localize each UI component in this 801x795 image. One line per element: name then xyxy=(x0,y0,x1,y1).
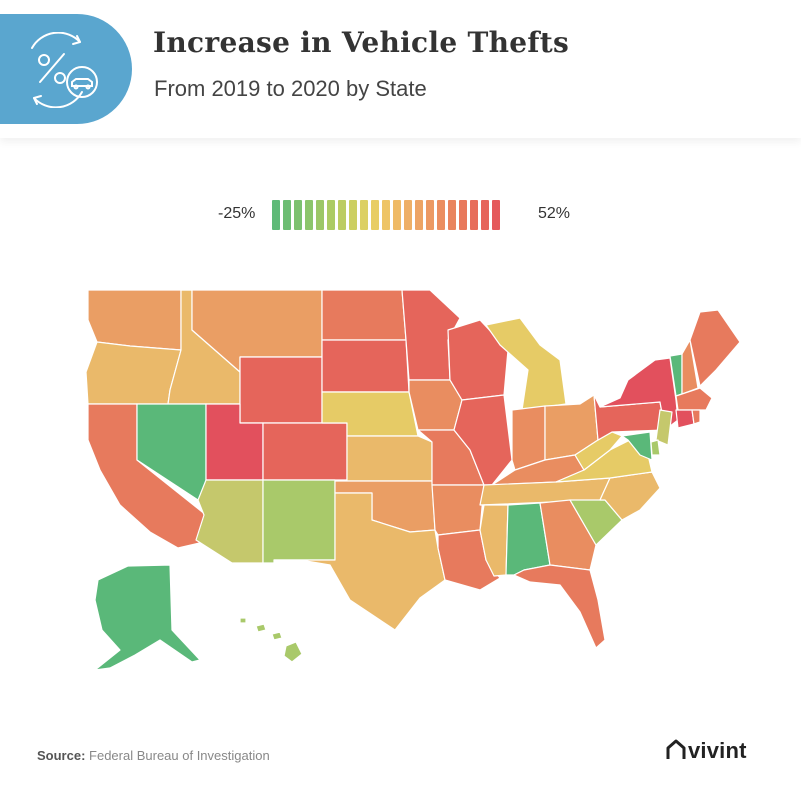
chart-subtitle: From 2019 to 2020 by State xyxy=(154,76,427,101)
header-bar: Increase in Vehicle Thefts From 2019 to … xyxy=(0,0,801,138)
legend-swatch xyxy=(393,200,401,230)
state-south-dakota xyxy=(321,339,410,393)
brand-name: vivint xyxy=(688,738,747,763)
source-label: Source: xyxy=(37,748,86,763)
legend-min-label: -25% xyxy=(218,205,256,222)
state-alaska xyxy=(94,564,201,671)
legend-max-label: 52% xyxy=(538,205,571,222)
legend-swatch xyxy=(415,200,423,230)
source-text: Federal Bureau of Investigation xyxy=(85,748,270,763)
legend-swatch xyxy=(338,200,346,230)
legend-swatch xyxy=(360,200,368,230)
state-hawaii xyxy=(239,617,247,624)
legend-swatch xyxy=(305,200,313,230)
state-delaware xyxy=(650,439,661,456)
legend-swatch xyxy=(371,200,379,230)
state-arizona xyxy=(195,479,264,564)
legend-swatch xyxy=(448,200,456,230)
state-rhode-island xyxy=(691,409,701,425)
state-new-hampshire xyxy=(681,339,699,395)
legend-swatch xyxy=(470,200,478,230)
percent-car-cycle-icon xyxy=(31,32,98,108)
legend-swatch xyxy=(327,200,335,230)
legend-swatch xyxy=(349,200,357,230)
state-colorado xyxy=(262,422,348,481)
source-note: Source: Federal Bureau of Investigation xyxy=(37,748,270,763)
state-texas xyxy=(273,492,446,631)
state-washington xyxy=(87,289,182,351)
state-florida xyxy=(513,564,606,649)
state-indiana xyxy=(511,405,546,471)
state-maryland xyxy=(621,431,653,461)
legend-color-scale xyxy=(272,200,500,230)
header-badge xyxy=(0,14,132,124)
state-hawaii-island-3 xyxy=(271,631,283,641)
state-hawaii-island-4 xyxy=(283,641,303,663)
state-new-mexico xyxy=(262,479,336,564)
state-massachusetts xyxy=(675,387,713,411)
state-arkansas xyxy=(431,484,485,536)
state-georgia xyxy=(539,499,597,571)
state-oregon xyxy=(85,341,182,405)
state-hawaii-island-2 xyxy=(255,623,267,633)
state-north-dakota xyxy=(321,289,407,341)
state-michigan xyxy=(485,317,567,411)
legend-swatch xyxy=(294,200,302,230)
legend-swatch xyxy=(437,200,445,230)
legend-swatch xyxy=(481,200,489,230)
legend-swatch xyxy=(492,200,500,230)
legend-swatch xyxy=(459,200,467,230)
brand-logo: vivint xyxy=(666,738,747,764)
legend-swatch xyxy=(316,200,324,230)
chart-title: Increase in Vehicle Thefts xyxy=(153,26,570,59)
state-connecticut xyxy=(675,409,695,429)
legend-swatch xyxy=(404,200,412,230)
legend-swatch xyxy=(272,200,280,230)
state-new-jersey xyxy=(655,409,673,446)
legend-swatch xyxy=(283,200,291,230)
legend-swatch xyxy=(426,200,434,230)
state-maine xyxy=(689,309,741,387)
legend-swatch xyxy=(382,200,390,230)
state-virginia xyxy=(555,439,653,483)
state-kansas xyxy=(346,435,433,482)
state-wyoming xyxy=(239,356,323,424)
house-icon xyxy=(666,739,686,759)
